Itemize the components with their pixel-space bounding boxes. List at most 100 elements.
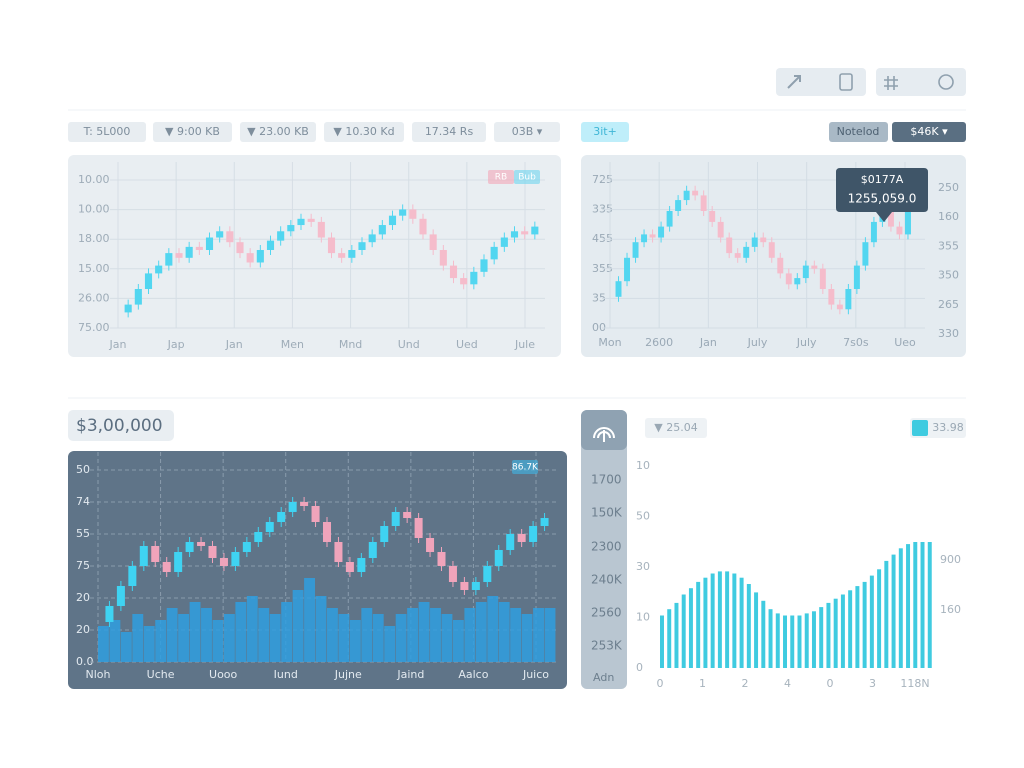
filter-chip[interactable] xyxy=(324,122,404,142)
candle xyxy=(380,526,389,542)
candle xyxy=(692,190,699,196)
filter-chip-active[interactable] xyxy=(581,122,629,142)
bar xyxy=(811,611,816,668)
bar xyxy=(891,554,896,668)
candle xyxy=(845,289,852,310)
volume-bar xyxy=(521,614,533,662)
volume-bar xyxy=(281,602,293,662)
y-label: 10 xyxy=(636,611,650,624)
y-label: 55 xyxy=(76,527,90,540)
y-label: 18.00 xyxy=(78,232,110,245)
side-panel xyxy=(581,410,627,689)
candle xyxy=(409,209,417,219)
candle xyxy=(426,538,435,552)
y2-label: 160 xyxy=(940,603,961,616)
candle xyxy=(794,278,801,285)
candle xyxy=(675,200,682,211)
candle xyxy=(358,242,366,250)
bar xyxy=(906,544,911,668)
bar xyxy=(877,569,882,668)
balance: $3,00,000 xyxy=(76,416,163,436)
candle xyxy=(378,225,386,235)
chip-label: ▼ 25.04 xyxy=(654,421,697,434)
side-label: 2560 xyxy=(591,606,622,620)
candle xyxy=(777,257,784,274)
candle xyxy=(236,242,244,254)
y2-label: 900 xyxy=(940,553,961,566)
filter-label: 3it+ xyxy=(593,125,617,138)
candle xyxy=(517,534,526,542)
hash-icon[interactable] xyxy=(884,76,898,90)
candle xyxy=(529,526,538,542)
filter-chip[interactable] xyxy=(240,122,316,142)
candle xyxy=(242,542,251,552)
legend-chip xyxy=(514,170,540,184)
legend-label: RB xyxy=(495,173,507,183)
y-label: 75 xyxy=(76,559,90,572)
filter-label: T: 5L000 xyxy=(83,125,131,138)
candle xyxy=(709,211,716,222)
volume-bar xyxy=(304,578,315,662)
gauge-icon[interactable] xyxy=(593,427,615,442)
volume-bar xyxy=(349,620,361,662)
candle xyxy=(480,259,488,272)
bar xyxy=(746,584,751,668)
bar xyxy=(927,542,932,668)
candle xyxy=(896,226,903,235)
candle xyxy=(632,242,639,258)
x-label: Uche xyxy=(147,668,175,681)
filter-chip[interactable] xyxy=(68,122,146,142)
doc-icon[interactable] xyxy=(839,73,853,91)
candle xyxy=(500,237,508,247)
candle xyxy=(726,237,733,254)
candle xyxy=(460,278,468,285)
candle xyxy=(683,190,690,201)
candle xyxy=(219,558,228,566)
volume-bar xyxy=(269,614,281,662)
candle xyxy=(414,518,423,538)
filter-chip[interactable] xyxy=(153,122,232,142)
x-label: Jujne xyxy=(334,668,362,681)
x-label: Und xyxy=(398,338,420,351)
x-label: July xyxy=(747,336,768,349)
candle xyxy=(345,562,354,572)
candle xyxy=(531,226,539,235)
candle xyxy=(277,231,285,241)
bar xyxy=(833,598,838,668)
control[interactable] xyxy=(829,122,888,142)
volume-bar xyxy=(98,626,109,662)
candle xyxy=(151,546,160,562)
volume-bar xyxy=(292,590,304,662)
trend-icon[interactable] xyxy=(787,75,801,89)
volume-bar xyxy=(143,626,155,662)
y-label: 10 xyxy=(636,459,650,472)
candle xyxy=(231,552,240,566)
candle xyxy=(470,271,478,285)
candle xyxy=(399,209,407,216)
bar xyxy=(826,602,831,668)
candle xyxy=(266,240,275,250)
search-icon[interactable] xyxy=(938,74,954,90)
candle xyxy=(828,289,835,305)
candle xyxy=(307,218,315,222)
filter-chip[interactable] xyxy=(412,122,486,142)
x-label: 4 xyxy=(784,677,791,690)
candle xyxy=(317,221,325,238)
candle xyxy=(490,246,498,260)
bar xyxy=(898,548,903,668)
filter-chip[interactable] xyxy=(494,122,560,142)
bar xyxy=(732,573,737,668)
candle xyxy=(391,512,400,526)
candle xyxy=(256,250,264,263)
y-label: 0 xyxy=(636,661,643,674)
control[interactable] xyxy=(892,122,966,142)
volume-bar xyxy=(510,608,522,662)
side-label: 2300 xyxy=(591,540,622,554)
volume-bar xyxy=(464,608,476,662)
x-label: July xyxy=(796,336,817,349)
candle xyxy=(265,522,274,532)
control-label: Notelod xyxy=(837,125,880,138)
candle xyxy=(802,265,809,279)
volume-bar xyxy=(372,614,384,662)
